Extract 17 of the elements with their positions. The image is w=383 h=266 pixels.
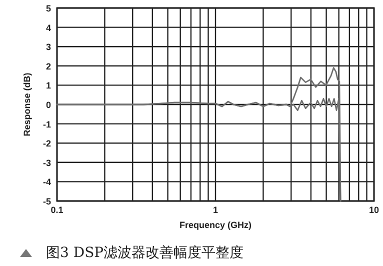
y-tick-label: 1 bbox=[46, 80, 51, 91]
y-tick-label: -5 bbox=[42, 196, 51, 206]
x-tick-label: 0.1 bbox=[50, 205, 64, 215]
y-tick-label: 3 bbox=[46, 42, 51, 52]
text: 图3 DSP滤波器改善幅度平整度 bbox=[46, 244, 244, 261]
x-tick-label: 10 bbox=[368, 205, 380, 215]
y-tick-label: 0 bbox=[46, 100, 51, 110]
x-tick-label: 1 bbox=[212, 205, 218, 215]
y-tick-label: -2 bbox=[42, 138, 51, 149]
y-tick-label: -4 bbox=[42, 177, 51, 188]
y-tick-label: 4 bbox=[46, 22, 51, 33]
y-tick-label: 2 bbox=[46, 61, 51, 72]
y-tick-label: -1 bbox=[42, 119, 51, 130]
x-axis-title: Frequency (GHz) bbox=[179, 220, 252, 230]
y-tick-label: 5 bbox=[46, 4, 51, 14]
y-axis-title: Response (dB) bbox=[22, 72, 32, 136]
y-tick-label: -3 bbox=[42, 158, 51, 168]
